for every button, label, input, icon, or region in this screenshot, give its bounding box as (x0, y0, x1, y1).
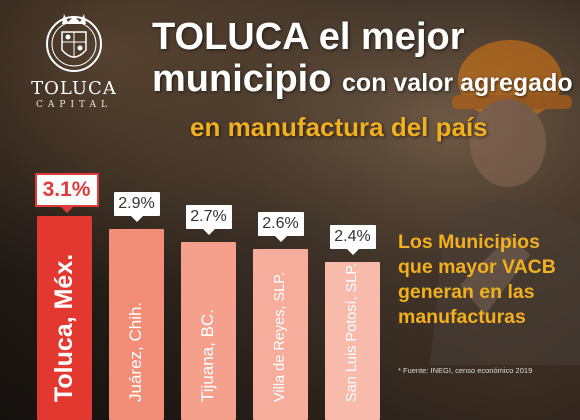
bar-value-label: 2.6% (257, 212, 304, 243)
headline-subtitle: en manufactura del país (190, 112, 488, 142)
side-note-line: manufacturas (398, 306, 526, 328)
source-note: * Fuente: INEGI, censo económico 2019 (398, 366, 533, 375)
bar (181, 242, 236, 420)
logo-subtitle: CAPITAL (36, 100, 112, 110)
side-note-line: que mayor VACB (398, 256, 556, 278)
bar-category-label: Toluca, Méx. (49, 253, 78, 402)
bar-category-label: San Luis Potosí, SLP. (343, 262, 360, 402)
bar (109, 229, 164, 420)
toluca-capital-logo: TOLUCA CAPITAL (18, 8, 130, 116)
headline-municipio: municipio (152, 58, 332, 100)
logo-wordmark: TOLUCA (31, 78, 117, 99)
side-note-line: generan en las (398, 281, 535, 303)
side-note: Los Municipios que mayor VACB generan en… (398, 230, 556, 330)
bar (325, 262, 380, 420)
bar-category-label: Juárez, Chih. (126, 301, 146, 402)
bar-value-label: 3.1% (34, 172, 99, 213)
crest-icon (46, 14, 102, 72)
headline-valor-agregado: con valor agregado (342, 69, 573, 97)
headline-line-2: municipio con valor agregado (152, 58, 573, 101)
bar-value-label: 2.7% (185, 205, 232, 236)
bar-value-label: 2.4% (329, 225, 376, 256)
bar (253, 249, 308, 420)
bar-value-label: 2.9% (113, 192, 160, 223)
headline-line-1: TOLUCA el mejor (152, 16, 465, 58)
side-note-line: Los Municipios (398, 231, 540, 253)
bar-category-label: Tijuana, BC. (198, 309, 218, 402)
worker-silhouette (430, 40, 580, 365)
bar (37, 215, 92, 420)
bar-category-label: Villa de Reyes, SLP. (271, 271, 288, 402)
